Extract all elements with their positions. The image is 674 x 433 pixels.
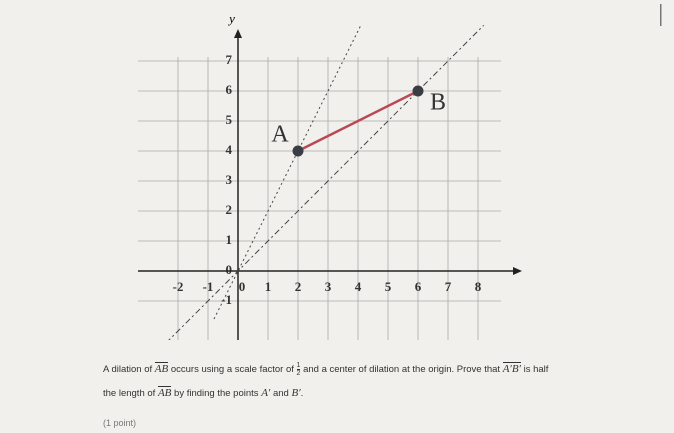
- x-tick-label: 8: [475, 279, 482, 294]
- segment: AB: [157, 386, 172, 399]
- segment: A′B′: [502, 362, 521, 376]
- text: by finding the points: [171, 388, 262, 399]
- question-line-2: the length of AB by finding the points A…: [103, 386, 304, 399]
- dilation-ray: [213, 25, 362, 320]
- x-axis-arrow: [513, 267, 522, 275]
- numerator: 1: [296, 362, 301, 369]
- point-name: A′: [261, 387, 271, 399]
- text: and: [270, 388, 292, 399]
- point-label: A: [271, 122, 289, 148]
- x-tick-label: 1: [265, 279, 272, 294]
- point: [292, 145, 304, 157]
- x-tick-label: 3: [325, 279, 332, 294]
- point-label: B: [430, 90, 446, 116]
- point: [412, 85, 424, 97]
- y-tick-label: 5: [226, 112, 233, 127]
- segment: AB: [154, 362, 169, 376]
- dilation-ray: [168, 24, 485, 340]
- x-tick-label: 5: [385, 279, 392, 294]
- text: the length of: [103, 388, 158, 399]
- text: .: [300, 388, 304, 399]
- denominator: 2: [296, 369, 301, 377]
- x-tick-label: 2: [295, 279, 302, 294]
- question-line-1: A dilation of AB occurs using a scale fa…: [103, 362, 548, 377]
- x-tick-label: 4: [355, 279, 362, 294]
- text: A dilation of: [103, 364, 155, 376]
- y-tick-label: 7: [226, 52, 233, 67]
- x-tick-label: 0: [239, 279, 246, 294]
- x-tick-label: 7: [445, 279, 452, 294]
- segment-ab: [297, 89, 419, 153]
- text: and a center of dilation at the origin. …: [300, 364, 503, 376]
- x-tick-label: 6: [415, 279, 422, 294]
- text: occurs using a scale factor of: [168, 364, 297, 376]
- y-tick-label: 6: [226, 82, 233, 97]
- y-tick-label: 0: [226, 262, 233, 277]
- points-note: (1 point): [103, 418, 137, 428]
- y-tick-label: 3: [226, 172, 233, 187]
- y-tick-label: 1: [226, 232, 233, 247]
- x-tick-label: -2: [173, 279, 184, 294]
- y-tick-label: 4: [226, 142, 233, 157]
- text: is half: [523, 364, 549, 376]
- y-tick-label: -1: [221, 292, 232, 307]
- x-tick-label: -1: [203, 279, 214, 294]
- point-name: B′: [291, 387, 301, 399]
- y-tick-label: 2: [226, 202, 233, 217]
- y-axis-arrow: [234, 29, 242, 38]
- scroll-marker: [660, 4, 662, 26]
- graph: y -2 -1 0 1 2 3 4 5 6 7 8 -1 0 1 2 3 4 5 6 7 A B: [138, 4, 662, 340]
- y-axis-label: y: [227, 11, 235, 26]
